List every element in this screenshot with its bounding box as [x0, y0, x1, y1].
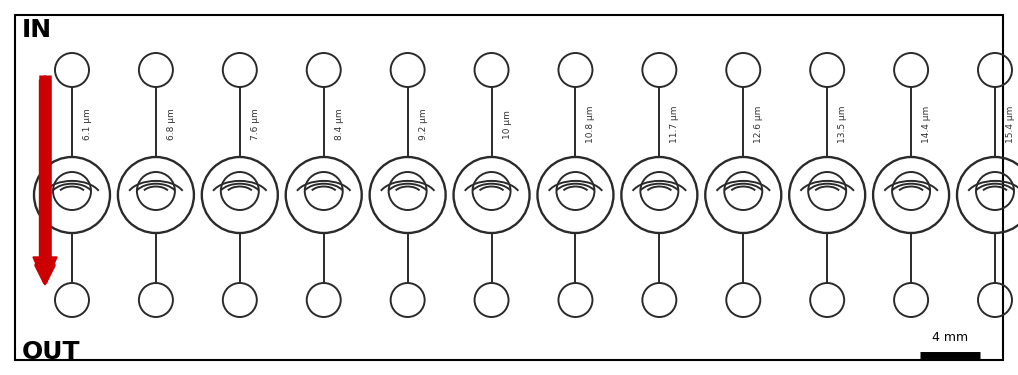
- Text: IN: IN: [22, 18, 52, 42]
- Text: 14.4 μm: 14.4 μm: [922, 106, 931, 143]
- Text: 10 μm: 10 μm: [503, 110, 512, 139]
- Text: 13.5 μm: 13.5 μm: [838, 106, 847, 143]
- Text: 10.8 μm: 10.8 μm: [586, 106, 596, 143]
- Text: 9.2 μm: 9.2 μm: [418, 109, 428, 140]
- Text: 6.8 μm: 6.8 μm: [167, 109, 176, 140]
- Text: 7.6 μm: 7.6 μm: [250, 109, 260, 140]
- Text: 6.1 μm: 6.1 μm: [83, 109, 92, 140]
- Text: 8.4 μm: 8.4 μm: [335, 109, 344, 140]
- Text: 11.7 μm: 11.7 μm: [671, 106, 679, 143]
- FancyArrow shape: [33, 80, 57, 285]
- Text: 15.4 μm: 15.4 μm: [1006, 106, 1015, 143]
- Text: OUT: OUT: [22, 340, 80, 364]
- Text: 4 mm: 4 mm: [931, 331, 968, 344]
- Text: 12.6 μm: 12.6 μm: [754, 106, 764, 143]
